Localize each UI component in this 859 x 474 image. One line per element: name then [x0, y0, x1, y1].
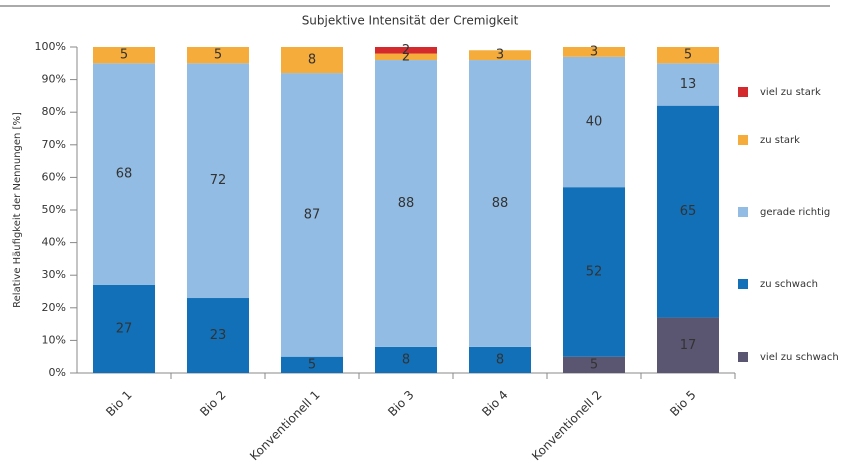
bar-value-label: 40	[586, 114, 603, 129]
bar-segment	[281, 47, 343, 74]
bar-segment	[281, 73, 343, 357]
legend-swatch	[738, 279, 748, 289]
y-tick-label: 40%	[42, 236, 66, 249]
bar-segment	[563, 56, 625, 188]
bar-value-label: 8	[308, 53, 316, 68]
bar-segment	[469, 346, 531, 373]
legend-label: zu stark	[760, 135, 800, 146]
bar-segment	[375, 53, 437, 61]
bar-segment	[563, 47, 625, 57]
bar-segment	[187, 63, 249, 299]
x-tick-label: Konventionell 2	[529, 388, 605, 464]
bar-segment	[375, 47, 437, 54]
bar-value-label: 88	[492, 196, 509, 211]
bar-value-label: 3	[496, 48, 504, 63]
bar-segment	[281, 356, 343, 373]
bar-segment	[657, 47, 719, 64]
bar-segment	[657, 105, 719, 318]
y-tick-label: 70%	[42, 138, 66, 151]
y-tick-label: 50%	[42, 203, 66, 216]
x-tick-label: Bio 2	[197, 388, 228, 419]
bar-value-label: 8	[496, 352, 504, 367]
bar-value-label: 2	[402, 43, 410, 58]
chart-title: Subjektive Intensität der Cremigkeit	[302, 14, 519, 28]
x-tick-label: Bio 3	[385, 388, 416, 419]
x-tick-label: Bio 5	[667, 388, 698, 419]
bar-segment	[657, 317, 719, 373]
bar-value-label: 2	[402, 49, 410, 64]
legend-swatch	[738, 207, 748, 217]
y-tick-label: 90%	[42, 73, 66, 86]
bar-value-label: 88	[398, 196, 415, 211]
x-tick-label: Bio 4	[479, 388, 510, 419]
bar-segment	[375, 346, 437, 373]
bar-segment	[187, 47, 249, 64]
bar-value-label: 5	[590, 357, 598, 372]
bar-value-label: 68	[116, 167, 133, 182]
bar-segment	[469, 50, 531, 61]
bar-segment	[187, 298, 249, 373]
legend-label: viel zu stark	[760, 87, 821, 98]
y-tick-label: 10%	[42, 333, 66, 346]
x-tick-label: Konventionell 1	[247, 388, 323, 464]
bar-value-label: 3	[590, 44, 598, 59]
bar-value-label: 5	[684, 48, 692, 63]
legend-label: viel zu schwach	[760, 352, 839, 363]
bar-value-label: 52	[586, 264, 603, 279]
legend-label: gerade richtig	[760, 207, 830, 218]
bar-value-label: 23	[210, 328, 227, 343]
bar-value-label: 5	[214, 48, 222, 63]
y-tick-label: 60%	[42, 170, 66, 183]
bar-segment	[93, 47, 155, 64]
bar-segment	[375, 60, 437, 347]
bar-value-label: 13	[680, 77, 697, 92]
x-tick-label: Bio 1	[103, 388, 134, 419]
bar-segment	[469, 60, 531, 347]
bar-segment	[657, 63, 719, 106]
bar-value-label: 17	[680, 338, 697, 353]
y-axis-title: Relative Häufigkeit der Nennungen [%]	[12, 112, 23, 308]
legend-label: zu schwach	[760, 279, 818, 290]
legend-swatch	[738, 135, 748, 145]
bar-value-label: 8	[402, 352, 410, 367]
bar-value-label: 27	[116, 321, 133, 336]
legend-swatch	[738, 352, 748, 362]
bar-segment	[93, 63, 155, 285]
bar-segment	[563, 356, 625, 373]
bar-value-label: 65	[680, 204, 697, 219]
bar-segment	[563, 187, 625, 357]
bar-value-label: 5	[308, 357, 316, 372]
bar-value-label: 5	[120, 48, 128, 63]
y-tick-label: 100%	[35, 40, 66, 53]
legend-swatch	[738, 87, 748, 97]
y-tick-label: 20%	[42, 301, 66, 314]
bar-value-label: 72	[210, 173, 227, 188]
bar-value-label: 87	[304, 207, 321, 222]
y-tick-label: 80%	[42, 105, 66, 118]
y-tick-label: 30%	[42, 268, 66, 281]
y-tick-label: 0%	[49, 366, 66, 379]
bar-segment	[93, 284, 155, 373]
